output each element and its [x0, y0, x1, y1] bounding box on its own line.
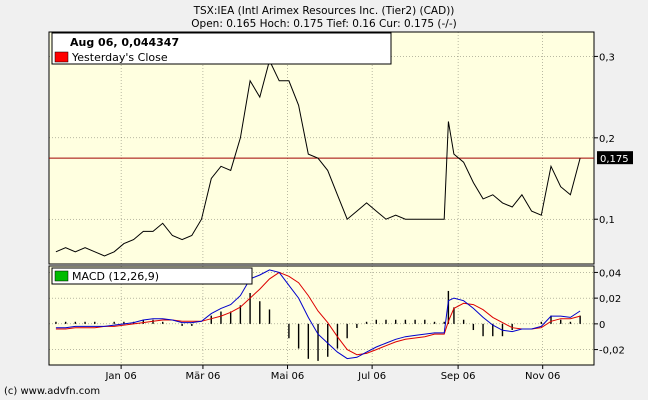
x-tick-label-5: Nov 06	[525, 371, 560, 382]
legend-swatch-yesterdays-close	[54, 51, 69, 63]
chart-title: TSX:IEA (Intl Arimex Resources Inc. (Tie…	[193, 5, 455, 17]
legend-label-macd: MACD (12,26,9)	[72, 270, 159, 283]
macd-y-tick-label-2: 0	[599, 320, 605, 331]
price-y-tick-label-0: 0,3	[599, 52, 615, 63]
current-price-label-background	[597, 151, 633, 165]
macd-y-tick-label-3: -0,02	[599, 346, 625, 357]
macd-y-axis: 0,04 0,02 0 -0,02	[594, 268, 625, 357]
macd-line	[55, 269, 581, 360]
chart-subtitle: Open: 0.165 Hoch: 0.175 Tief: 0.16 Cur: …	[191, 18, 456, 30]
macd-legend	[51, 267, 253, 285]
x-tick-label-4: Sep 06	[441, 371, 476, 382]
macd-y-tick-label-1: 0,02	[599, 294, 621, 305]
macd-y-tick-label-0: 0,04	[599, 268, 621, 279]
price-line	[55, 59, 581, 257]
current-price-label: 0,175	[600, 154, 629, 165]
legend-swatch-macd	[54, 270, 69, 282]
macd-histogram	[55, 290, 581, 361]
x-tick-label-1: Mär 06	[186, 371, 221, 382]
macd-signal-line	[55, 271, 581, 356]
price-y-axis: 0,3 0,2 0,1	[594, 52, 615, 226]
macd-panel: 0,04 0,02 0 -0,02 MACD (12,26,9)	[48, 265, 625, 366]
x-tick-label-2: Mai 06	[271, 371, 304, 382]
price-plot-area	[48, 31, 595, 265]
price-y-tick-label-1: 0,2	[599, 134, 615, 145]
price-legend	[51, 32, 392, 65]
legend-label-yesterdays-close: Yesterday's Close	[71, 51, 168, 64]
copyright-notice: (c) www.advfn.com	[4, 386, 100, 397]
legend-date-value: Aug 06, 0,044347	[70, 36, 179, 49]
price-panel: 0,3 0,2 0,1 0,175 Aug 06, 0,044347 Yesterd…	[48, 31, 633, 265]
x-axis: Jan 06 Mär 06 Mai 06 Jul 06 Sep 06 Nov 06	[104, 365, 560, 382]
x-tick-label-0: Jan 06	[104, 371, 136, 382]
x-tick-label-3: Jul 06	[357, 371, 386, 382]
price-y-tick-label-2: 0,1	[599, 215, 615, 226]
